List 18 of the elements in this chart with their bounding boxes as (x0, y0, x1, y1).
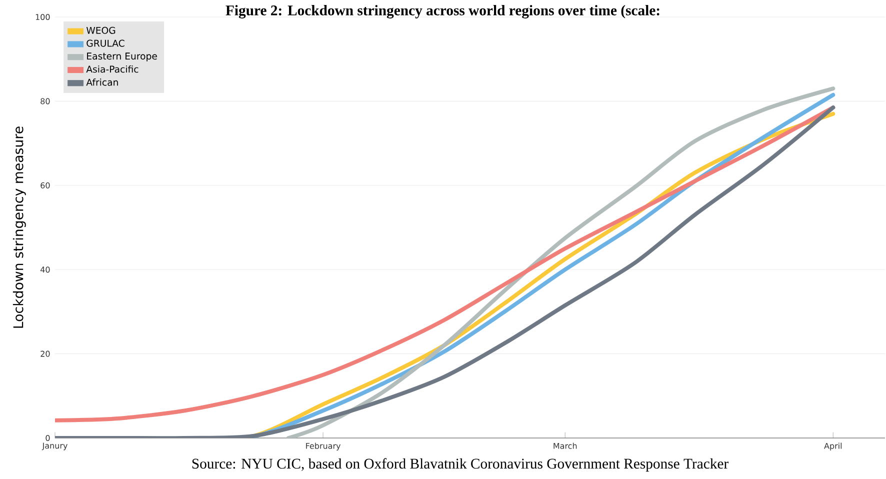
y-axis-title: Lockdown stringency measure (12, 126, 26, 328)
y-tick-label: 20 (40, 350, 50, 357)
y-tick-label: 80 (40, 98, 50, 104)
y-tick-label: 0 (46, 434, 50, 442)
chart-title: Figure 2: Lockdown stringency across world regions over time (scale: (226, 5, 660, 18)
y-tick-label: 40 (40, 266, 50, 273)
legend-label: WEOG (86, 26, 116, 34)
y-tick-label: 100 (36, 14, 50, 20)
x-tick-label: Janury (42, 442, 68, 450)
legend-label: Eastern Europe (87, 52, 157, 62)
legend-label: Asia-Pacific (86, 65, 138, 73)
x-tick-label: April (824, 442, 842, 450)
legend-label: GRULAC (86, 40, 124, 47)
x-tick-label: March (554, 442, 577, 449)
legend-label: African (86, 78, 118, 86)
source-note: Source: NYU CIC, based on Oxford Blavatnik Coronavirus Government Response Tracker (192, 458, 728, 472)
y-tick-label: 60 (40, 182, 50, 188)
x-tick-label: February (306, 442, 341, 450)
